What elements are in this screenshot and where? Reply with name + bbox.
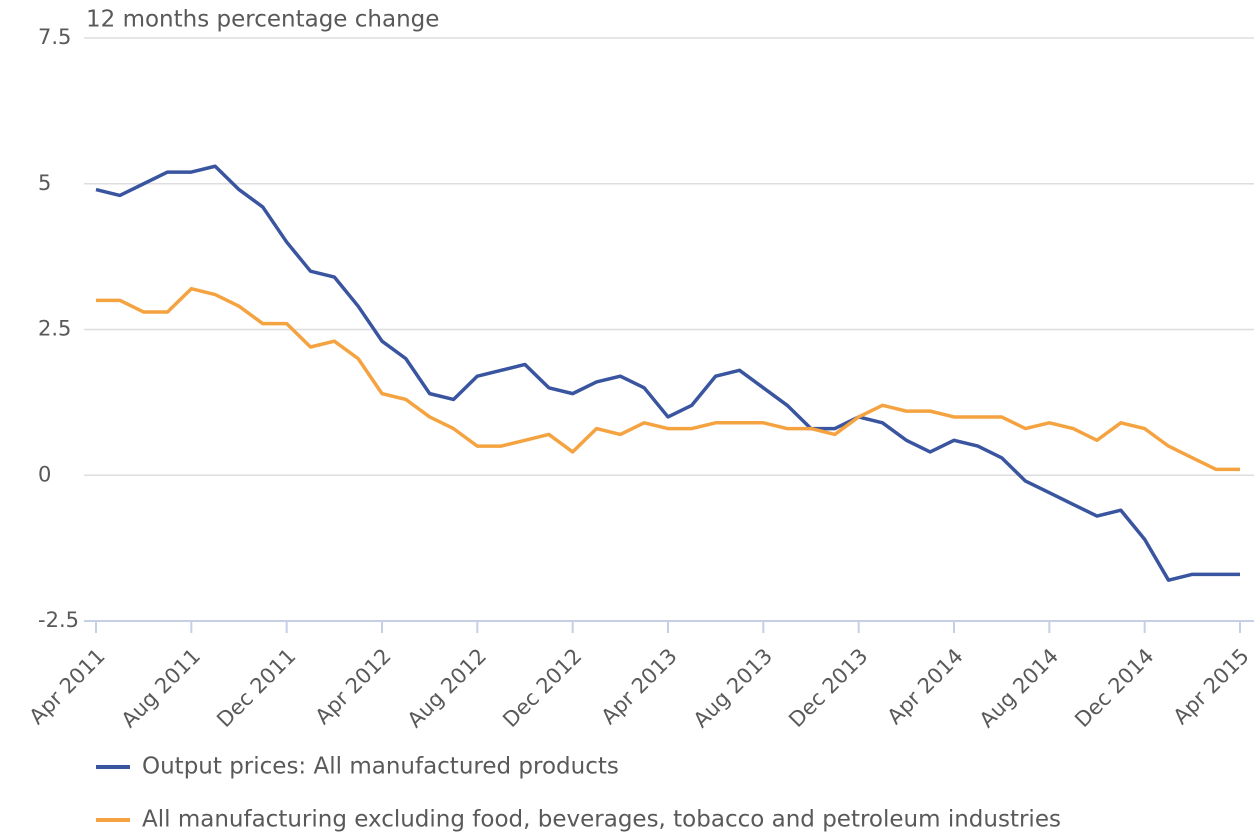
series-line <box>96 286 1240 472</box>
x-tick-label: Apr 2014 <box>883 644 968 729</box>
x-tick-label: Aug 2014 <box>975 644 1063 732</box>
y-tick-label: 7.5 <box>38 25 71 49</box>
y-tick-label: 0 <box>38 462 51 486</box>
legend-label: Output prices: All manufactured products <box>142 754 619 780</box>
y-tick-label: 2.5 <box>38 317 71 341</box>
x-tick-label: Dec 2014 <box>1070 644 1158 732</box>
x-tick-label: Apr 2011 <box>25 644 110 729</box>
y-tick-label: -2.5 <box>38 608 79 632</box>
x-tick-label: Dec 2012 <box>498 644 586 732</box>
x-tick-label: Apr 2013 <box>597 644 682 729</box>
legend-label: All manufacturing excluding food, bevera… <box>142 807 1061 833</box>
x-tick-label: Aug 2012 <box>403 644 491 732</box>
chart-title: 12 months percentage change <box>86 7 439 33</box>
series-line <box>95 164 1240 582</box>
x-tick-label: Dec 2011 <box>212 644 300 732</box>
x-tick-label: Aug 2013 <box>689 644 777 732</box>
x-tick-label: Apr 2015 <box>1169 644 1254 729</box>
y-tick-label: 5 <box>38 171 51 195</box>
x-tick-label: Dec 2013 <box>784 644 872 732</box>
x-tick-label: Aug 2011 <box>117 644 205 732</box>
x-tick-label: Apr 2012 <box>311 644 396 729</box>
